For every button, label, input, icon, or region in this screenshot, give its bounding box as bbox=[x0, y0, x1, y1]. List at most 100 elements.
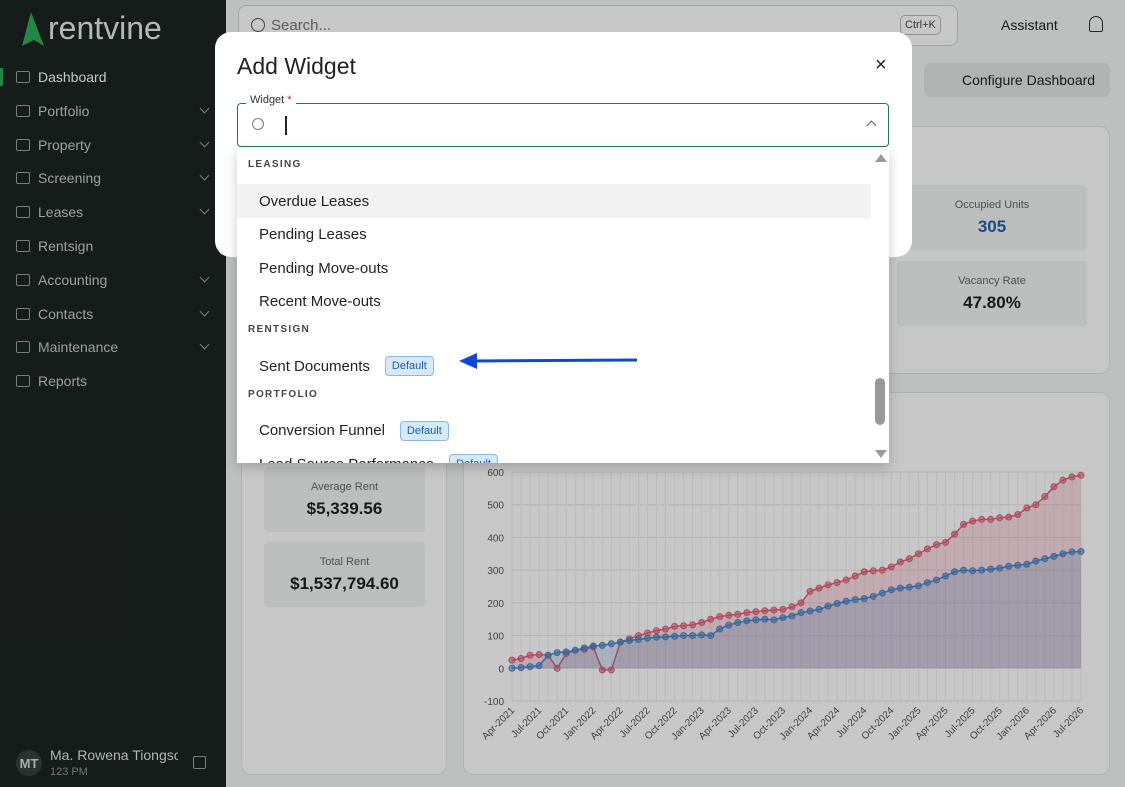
stat-box: Occupied Units 305 bbox=[897, 185, 1087, 250]
point bbox=[653, 633, 661, 641]
option[interactable]: Lead Source Performance Default bbox=[237, 447, 871, 463]
badge: Default bbox=[384, 356, 434, 376]
point bbox=[598, 641, 606, 649]
point bbox=[725, 611, 733, 619]
nav-label: Dashboard bbox=[38, 69, 107, 85]
nav-icon bbox=[16, 273, 30, 286]
nav-item[interactable]: Maintenance bbox=[16, 333, 212, 361]
line bbox=[511, 550, 1082, 670]
widget-field[interactable] bbox=[237, 103, 889, 147]
point bbox=[770, 606, 778, 614]
option-label: Sent Documents bbox=[259, 357, 370, 375]
close-button[interactable]: × bbox=[875, 54, 887, 76]
point bbox=[824, 581, 832, 589]
point bbox=[1041, 493, 1049, 501]
nav-item[interactable]: Contacts bbox=[16, 300, 212, 328]
bell[interactable] bbox=[1089, 16, 1103, 32]
y-tick-label: 0 bbox=[498, 664, 504, 675]
search-placeholder: Search... bbox=[271, 17, 332, 34]
nav-icon bbox=[16, 307, 30, 320]
point bbox=[779, 605, 787, 613]
annotation-arrow bbox=[459, 353, 638, 369]
option[interactable]: Sent Documents Default bbox=[237, 349, 871, 383]
point bbox=[996, 564, 1004, 572]
stat-value: $5,339.56 bbox=[306, 499, 383, 518]
stat-label: Occupied Units bbox=[954, 199, 1030, 211]
nav-icon bbox=[16, 71, 30, 83]
option[interactable]: Pending Move-outs bbox=[237, 251, 871, 285]
nav-item[interactable]: Rentsign bbox=[16, 232, 212, 260]
point bbox=[851, 572, 859, 580]
option[interactable]: Recent Move-outs bbox=[237, 285, 871, 319]
y-tick-label: 300 bbox=[487, 566, 504, 577]
point bbox=[788, 612, 796, 620]
nav-item[interactable]: Accounting bbox=[16, 266, 212, 294]
nav-icon bbox=[16, 375, 30, 388]
point bbox=[553, 649, 561, 657]
option[interactable]: Overdue Leases bbox=[237, 184, 871, 218]
line bbox=[511, 474, 1082, 671]
point bbox=[553, 664, 561, 672]
stat-box: Vacancy Rate 47.80% bbox=[897, 261, 1087, 326]
collapse-button[interactable] bbox=[193, 756, 206, 769]
point bbox=[752, 616, 760, 624]
nav-item[interactable]: Portfolio bbox=[16, 97, 212, 125]
nav-item[interactable]: Property bbox=[16, 131, 212, 159]
point bbox=[1005, 513, 1013, 521]
option[interactable]: Conversion Funnel Default bbox=[237, 414, 871, 448]
stat-label: Total Rent bbox=[319, 556, 370, 568]
nav-label: Maintenance bbox=[38, 339, 119, 356]
point bbox=[535, 662, 543, 670]
scrollbar[interactable] bbox=[872, 148, 889, 463]
point bbox=[562, 648, 570, 656]
point bbox=[1023, 560, 1031, 568]
nav-label: Portfolio bbox=[38, 102, 90, 119]
point bbox=[1014, 511, 1022, 519]
point bbox=[942, 538, 950, 546]
active-indicator bbox=[0, 68, 3, 86]
point bbox=[725, 621, 733, 629]
point bbox=[698, 631, 706, 639]
nav-label: Leases bbox=[38, 204, 84, 221]
nav-label: Reports bbox=[38, 373, 88, 390]
point bbox=[1005, 562, 1013, 570]
point bbox=[896, 558, 904, 566]
point bbox=[833, 579, 841, 587]
nav-item[interactable]: Screening bbox=[16, 164, 212, 192]
option-label: Pending Leases bbox=[259, 226, 367, 243]
nav-item[interactable]: Dashboard bbox=[16, 63, 212, 91]
assistant-button[interactable]: Assistant bbox=[977, 17, 1058, 33]
point bbox=[860, 568, 868, 576]
nav-item[interactable]: Reports bbox=[16, 367, 212, 395]
point bbox=[878, 589, 886, 597]
option[interactable]: Pending Leases bbox=[237, 218, 871, 252]
nav-item[interactable]: Leases bbox=[16, 198, 212, 226]
point bbox=[517, 654, 525, 662]
point bbox=[743, 609, 751, 617]
point bbox=[860, 595, 868, 603]
y-tick-label: -100 bbox=[484, 697, 504, 708]
point bbox=[571, 646, 579, 654]
point bbox=[526, 651, 534, 659]
point bbox=[734, 618, 742, 626]
y-tick-label: 400 bbox=[487, 533, 504, 544]
scroll-thumb[interactable] bbox=[875, 378, 885, 425]
point bbox=[987, 565, 995, 573]
point bbox=[1014, 561, 1022, 569]
point bbox=[978, 566, 986, 574]
point bbox=[914, 582, 922, 590]
point bbox=[869, 592, 877, 600]
point bbox=[662, 625, 670, 633]
configure-button[interactable]: Configure Dashboard bbox=[924, 63, 1110, 97]
point bbox=[932, 541, 940, 549]
nav-icon bbox=[16, 104, 30, 117]
dropdown-list: LEASING Overdue Leases Pending Leases Pendi… bbox=[237, 148, 889, 463]
point bbox=[535, 651, 543, 659]
point bbox=[544, 651, 552, 659]
point bbox=[851, 596, 859, 604]
nav-icon bbox=[16, 206, 30, 219]
point bbox=[1077, 471, 1085, 479]
stat-value: $1,537,794.60 bbox=[290, 574, 399, 593]
point bbox=[698, 618, 706, 626]
